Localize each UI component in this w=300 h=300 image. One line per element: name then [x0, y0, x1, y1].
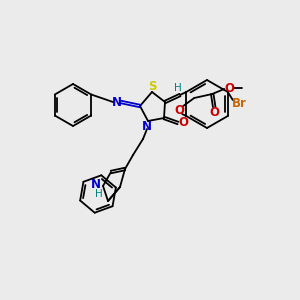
Text: N: N — [91, 178, 101, 190]
Text: O: O — [224, 82, 234, 94]
Text: O: O — [178, 116, 188, 130]
Text: Br: Br — [232, 97, 247, 110]
Text: O: O — [209, 106, 219, 119]
Text: H: H — [95, 189, 103, 199]
Text: N: N — [142, 119, 152, 133]
Text: O: O — [174, 103, 184, 116]
Text: N: N — [112, 95, 122, 109]
Text: H: H — [174, 83, 182, 93]
Text: S: S — [148, 80, 156, 94]
